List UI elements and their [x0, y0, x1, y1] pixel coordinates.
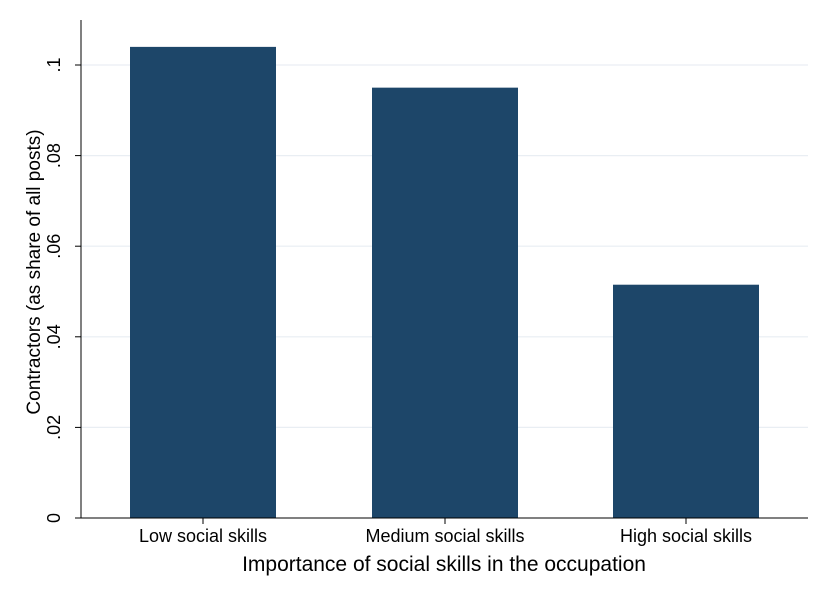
y-tick-label: .02 — [44, 415, 64, 440]
y-tick-label: .04 — [44, 324, 64, 349]
y-tick-label: .06 — [44, 234, 64, 259]
x-tick-label: Medium social skills — [365, 526, 524, 546]
x-tick-label: High social skills — [620, 526, 752, 546]
bars — [130, 46, 759, 519]
x-axis-label: Importance of social skills in the occup… — [242, 553, 646, 576]
x-tick-label: Low social skills — [139, 526, 267, 546]
bar-low-social-skills — [130, 46, 276, 518]
bar-high-social-skills — [613, 284, 759, 518]
y-ticks: 0 .02 .04 .06 .08 .1 — [44, 57, 81, 523]
y-tick-label: .1 — [44, 57, 64, 72]
bar-medium-social-skills — [372, 87, 518, 519]
y-axis-label: Contractors (as share of all posts) — [24, 129, 45, 414]
y-tick-label: 0 — [44, 513, 64, 523]
x-ticks: Low social skills Medium social skills Hig… — [139, 518, 752, 546]
y-tick-label: .08 — [44, 143, 64, 168]
